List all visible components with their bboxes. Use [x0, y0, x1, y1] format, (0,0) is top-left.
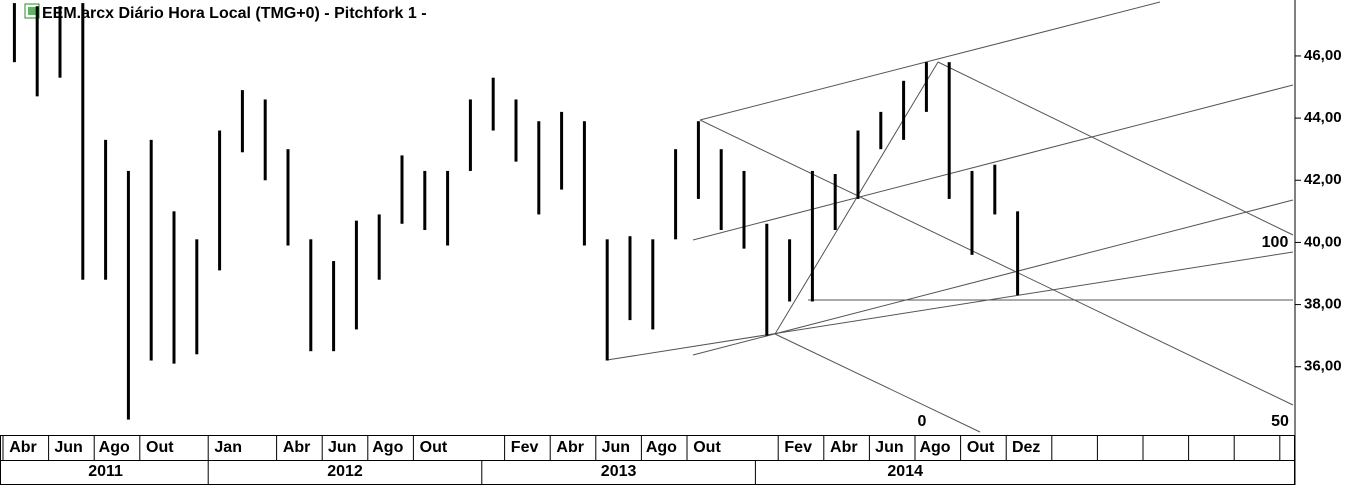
pitchfork-label: 0 [918, 413, 927, 430]
price-bar [833, 174, 837, 230]
price-bar [788, 239, 792, 302]
x-tick-label: Jun [54, 439, 82, 456]
x-tick-label: Ago [99, 439, 130, 456]
price-bar [742, 170, 746, 249]
price-bar [286, 149, 290, 246]
price-bar [104, 139, 108, 280]
pitchfork-line [774, 333, 981, 433]
price-bar [1016, 211, 1020, 296]
y-tick-label: 42,00 [1304, 171, 1342, 188]
x-tick-label: Out [967, 439, 995, 456]
x-tick-label: Jan [214, 439, 242, 456]
x-tick-label: Jun [875, 439, 903, 456]
year-label: 2012 [327, 463, 363, 480]
x-tick-label: Fev [511, 439, 539, 456]
chart-title: EEM.arcx Diário Hora Local (TMG+0) - Pit… [42, 5, 427, 22]
price-bar [947, 62, 951, 199]
x-tick-label: Ago [646, 439, 677, 456]
price-bar [651, 239, 655, 330]
price-bar [354, 220, 358, 330]
pitchfork-line [692, 199, 1294, 356]
x-tick-label: Abr [9, 439, 37, 456]
price-bar [172, 211, 176, 364]
price-bar [195, 239, 199, 355]
price-bar [810, 170, 814, 302]
price-bar [240, 90, 244, 153]
price-bar [81, 3, 85, 280]
price-bar [149, 139, 153, 361]
price-bar [218, 130, 222, 271]
price-bar [263, 99, 267, 181]
price-bar [126, 170, 130, 420]
price-bar [902, 80, 906, 140]
x-tick-label: Out [146, 439, 174, 456]
y-tick-label: 36,00 [1304, 358, 1342, 375]
price-bar [491, 77, 495, 131]
price-bar [423, 170, 427, 230]
price-bar [605, 239, 609, 361]
pitchfork-label: 100 [1262, 234, 1289, 251]
symbol-icon-inner [28, 7, 36, 15]
pitchfork-line [937, 61, 1294, 236]
price-bar [35, 6, 39, 97]
y-tick-label: 46,00 [1304, 47, 1342, 64]
x-tick-label: Abr [830, 439, 858, 456]
x-tick-label: Dez [1012, 439, 1040, 456]
price-bar [468, 99, 472, 171]
price-bar [514, 99, 518, 162]
price-bar [879, 111, 883, 150]
price-bar [628, 236, 632, 321]
pitchfork-line [606, 251, 1294, 361]
price-bar [719, 149, 723, 230]
y-tick-label: 38,00 [1304, 296, 1342, 313]
price-bar [537, 121, 541, 215]
x-tick-label: Abr [283, 439, 311, 456]
x-tick-label: Jun [602, 439, 630, 456]
price-bar [582, 121, 586, 246]
x-tick-label: Out [420, 439, 448, 456]
x-tick-label: Ago [372, 439, 403, 456]
price-bar [332, 261, 336, 352]
x-tick-label: Fev [784, 439, 812, 456]
x-tick-label: Jun [328, 439, 356, 456]
price-bar [993, 164, 997, 215]
pitchfork-line [699, 119, 1294, 406]
price-bar [560, 111, 564, 190]
price-bar [58, 6, 62, 78]
price-bar [674, 149, 678, 240]
price-bar [856, 130, 860, 199]
pitchfork-line [699, 1, 1161, 121]
price-bar [400, 155, 404, 224]
x-tick-label: Out [693, 439, 721, 456]
x-tick-label: Ago [919, 439, 950, 456]
price-bar [765, 223, 769, 336]
price-bar [309, 239, 313, 352]
price-bar [377, 214, 381, 280]
year-label: 2011 [88, 463, 123, 480]
price-bar [12, 3, 16, 63]
x-tick-label: Abr [556, 439, 584, 456]
price-bar [970, 170, 974, 255]
year-label: 2014 [887, 463, 923, 480]
pitchfork-line [692, 84, 1294, 241]
price-bar [446, 170, 450, 246]
y-tick-label: 40,00 [1304, 233, 1342, 250]
y-tick-label: 44,00 [1304, 109, 1342, 126]
price-bar [924, 62, 928, 112]
pitchfork-label: 50 [1271, 413, 1289, 430]
price-bar [696, 121, 700, 199]
year-label: 2013 [601, 463, 637, 480]
